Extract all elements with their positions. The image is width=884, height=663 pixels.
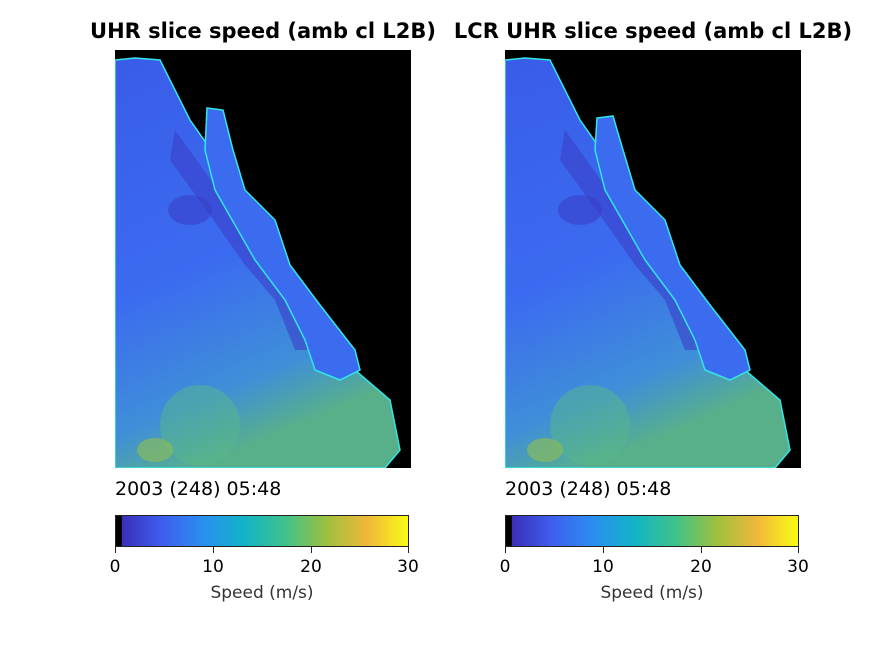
- panel-1-title: UHR slice speed (amb cl L2B): [90, 19, 436, 43]
- panel-1-ticklabel-30: 30: [397, 557, 419, 577]
- panel-1-ticklabel-10: 10: [202, 557, 224, 577]
- panel-1-colorbar-label: Speed (m/s): [210, 583, 314, 603]
- panel-1-ticklabel-0: 0: [109, 557, 121, 577]
- panel-2-tick-0: [505, 547, 506, 553]
- panel-1-tick-20: [311, 547, 312, 553]
- panel-1-tick-30: [408, 547, 409, 553]
- panel-2-ticklabel-0: 0: [499, 557, 511, 577]
- panel-1-wind-speed-map: [115, 50, 411, 468]
- panel-2-ticklabel-30: 30: [787, 557, 809, 577]
- panel-2-tick-30: [798, 547, 799, 553]
- panel-1-tick-10: [213, 547, 214, 553]
- panel-2-title: LCR UHR slice speed (amb cl L2B): [453, 19, 853, 43]
- panel-1-colorbar: [115, 515, 409, 547]
- panel-1-tick-0: [115, 547, 116, 553]
- panel-2-colorbar-label: Speed (m/s): [600, 583, 704, 603]
- panel-1-ticklabel-20: 20: [300, 557, 322, 577]
- panel-2-colorbar: [505, 515, 799, 547]
- panel-2-wind-speed-map: [505, 50, 801, 468]
- panel-2-ticklabel-20: 20: [690, 557, 712, 577]
- panel-2-tick-20: [701, 547, 702, 553]
- panel-2-ticklabel-10: 10: [592, 557, 614, 577]
- panel-1-timestamp: 2003 (248) 05:48: [115, 478, 282, 500]
- panel-2-tick-10: [603, 547, 604, 553]
- panel-2-timestamp: 2003 (248) 05:48: [505, 478, 672, 500]
